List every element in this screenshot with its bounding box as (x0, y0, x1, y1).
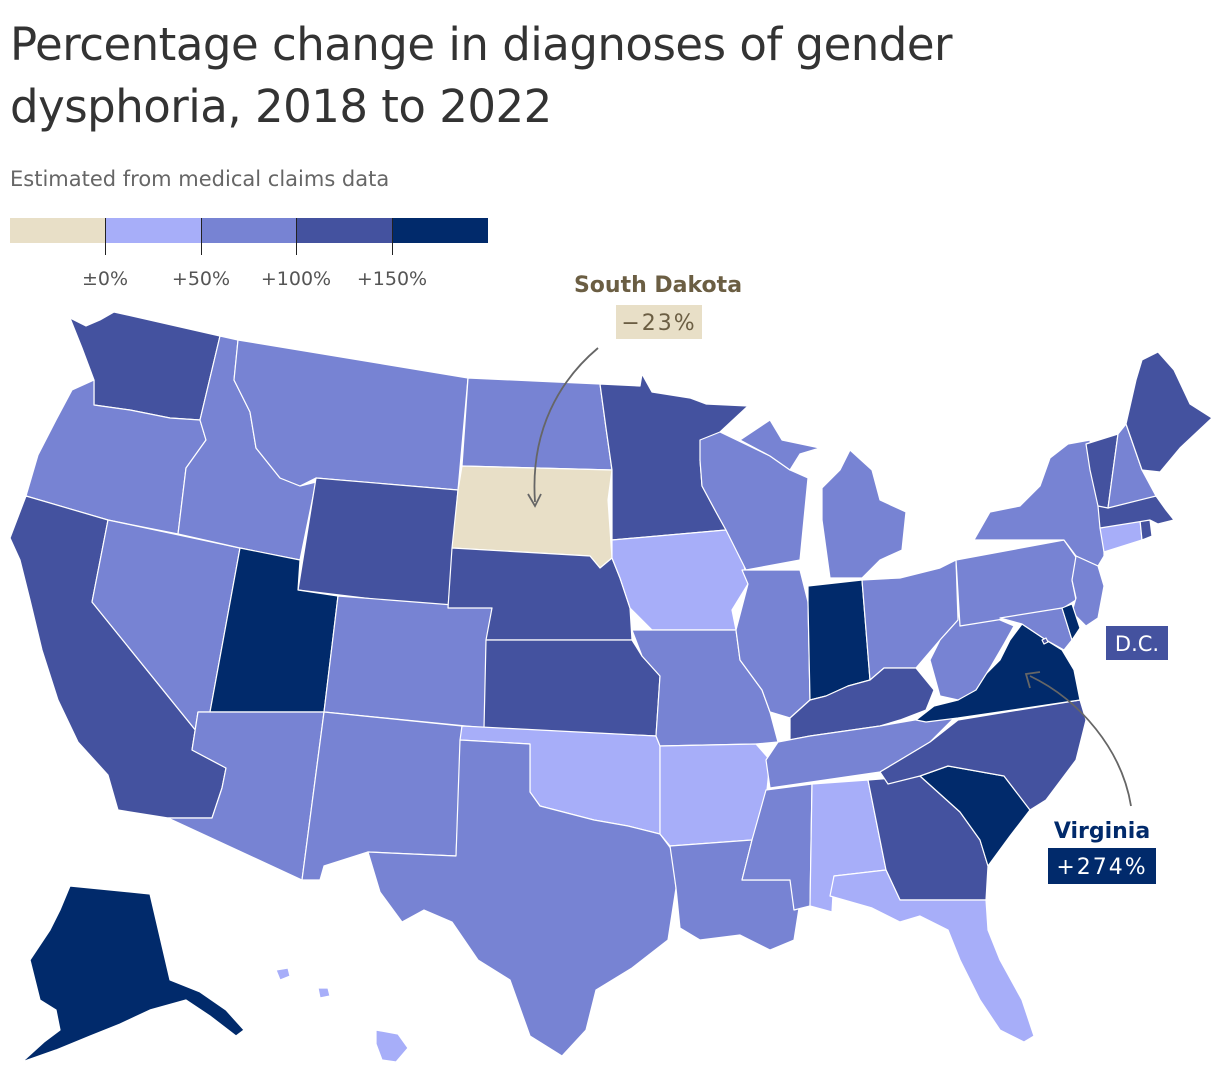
legend-swatch-2 (201, 218, 296, 243)
south-dakota-label: South Dakota (574, 273, 742, 298)
state-dc[interactable] (1041, 637, 1049, 645)
south-dakota-value: −23% (621, 311, 696, 336)
legend-swatch-1 (105, 218, 201, 243)
legend-swatch-3 (296, 218, 392, 243)
south-dakota-arrowhead (527, 493, 542, 508)
dc-callout: D.C. (1106, 626, 1168, 660)
state-maine[interactable] (1125, 351, 1213, 473)
state-colorado[interactable] (323, 595, 493, 729)
virginia-callout: Virginia +274% (1024, 671, 1156, 884)
state-north-carolina[interactable] (879, 699, 1087, 811)
legend-color-bar (10, 218, 488, 243)
legend-label-1: +50% (171, 268, 231, 290)
dc-label: D.C. (1115, 632, 1159, 656)
state-illinois[interactable] (735, 569, 811, 719)
state-rhode-island[interactable] (1139, 519, 1153, 541)
state-michigan[interactable] (739, 419, 907, 579)
legend-label-3: +150% (356, 268, 428, 290)
virginia-value: +274% (1056, 855, 1147, 880)
legend-label-0: ±0% (81, 268, 129, 290)
state-hawaii[interactable] (275, 967, 409, 1063)
legend-swatch-4 (392, 218, 488, 243)
color-legend: ±0% +50% +100% +150% (10, 218, 488, 292)
state-texas[interactable] (367, 739, 677, 1057)
legend-tick-2 (296, 218, 297, 255)
virginia-arrowhead (1024, 671, 1041, 689)
chart-subtitle: Estimated from medical claims data (10, 167, 390, 191)
virginia-arrow (1029, 675, 1132, 807)
dc-label-box (1106, 626, 1168, 660)
legend-tick-1 (201, 218, 202, 255)
state-new-jersey[interactable] (1071, 555, 1105, 627)
south-dakota-arrow (533, 347, 599, 503)
state-arkansas[interactable] (659, 743, 771, 847)
virginia-value-box (1048, 848, 1156, 884)
virginia-label: Virginia (1054, 819, 1150, 844)
state-west-virginia[interactable] (929, 599, 1015, 701)
states-layer (9, 311, 1213, 1063)
state-iowa[interactable] (611, 529, 749, 631)
legend-tick-0 (105, 218, 106, 255)
legend-tick-3 (392, 218, 393, 255)
legend-swatch-0 (10, 218, 105, 243)
south-dakota-callout: South Dakota −23% (527, 273, 742, 508)
state-florida[interactable] (829, 869, 1035, 1043)
state-kansas[interactable] (483, 639, 661, 737)
state-delaware[interactable] (1061, 603, 1081, 641)
chart-title: Percentage change in diagnoses of gender… (10, 18, 953, 133)
south-dakota-value-box (616, 305, 702, 339)
state-wyoming[interactable] (297, 477, 459, 609)
legend-label-2: +100% (260, 268, 332, 290)
state-montana[interactable] (233, 339, 469, 491)
state-alaska[interactable] (21, 885, 245, 1063)
